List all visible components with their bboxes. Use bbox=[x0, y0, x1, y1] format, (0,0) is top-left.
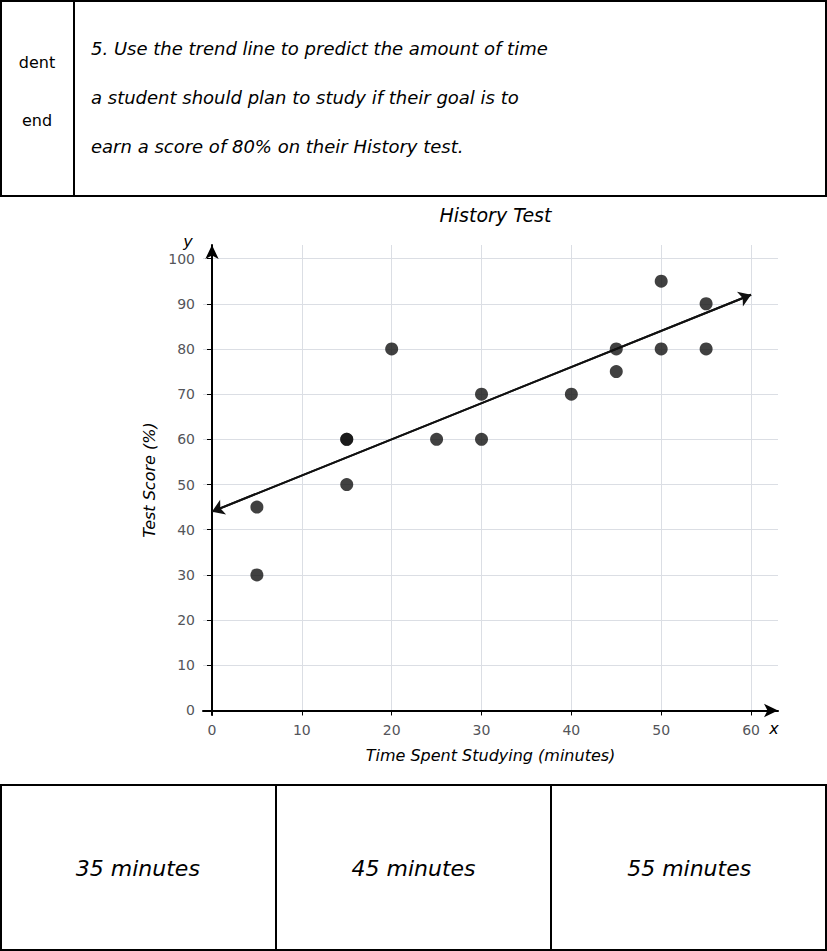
svg-text:20: 20 bbox=[383, 722, 401, 738]
svg-text:100: 100 bbox=[168, 251, 195, 267]
svg-text:55 minutes: 55 minutes bbox=[627, 856, 751, 881]
svg-text:Time Spent Studying (minutes): Time Spent Studying (minutes) bbox=[366, 746, 616, 765]
svg-text:Test Score (%): Test Score (%) bbox=[140, 422, 159, 537]
svg-text:30: 30 bbox=[177, 567, 195, 583]
svg-text:earn a score of 80% on their H: earn a score of 80% on their History tes… bbox=[91, 136, 464, 157]
svg-text:45 minutes: 45 minutes bbox=[351, 856, 475, 881]
svg-text:80: 80 bbox=[177, 341, 195, 357]
svg-text:0: 0 bbox=[186, 702, 195, 718]
svg-text:50: 50 bbox=[177, 477, 195, 493]
svg-text:end: end bbox=[22, 111, 52, 130]
svg-text:0: 0 bbox=[208, 722, 217, 738]
svg-text:40: 40 bbox=[177, 522, 195, 538]
svg-text:20: 20 bbox=[177, 612, 195, 628]
svg-text:y: y bbox=[182, 232, 193, 251]
svg-text:dent: dent bbox=[19, 53, 55, 72]
svg-text:History Test: History Test bbox=[440, 204, 553, 226]
svg-text:a student should plan to study: a student should plan to study if their … bbox=[91, 87, 519, 108]
svg-text:35 minutes: 35 minutes bbox=[76, 856, 200, 881]
svg-text:x: x bbox=[768, 719, 779, 738]
svg-text:60: 60 bbox=[177, 431, 195, 447]
svg-text:30: 30 bbox=[473, 722, 491, 738]
svg-text:5. Use the trend line to predi: 5. Use the trend line to predict the amo… bbox=[91, 38, 548, 59]
svg-text:50: 50 bbox=[652, 722, 670, 738]
svg-text:70: 70 bbox=[177, 386, 195, 402]
svg-text:90: 90 bbox=[177, 296, 195, 312]
svg-text:10: 10 bbox=[177, 657, 195, 673]
svg-text:40: 40 bbox=[562, 722, 580, 738]
svg-text:60: 60 bbox=[742, 722, 760, 738]
svg-text:10: 10 bbox=[293, 722, 311, 738]
